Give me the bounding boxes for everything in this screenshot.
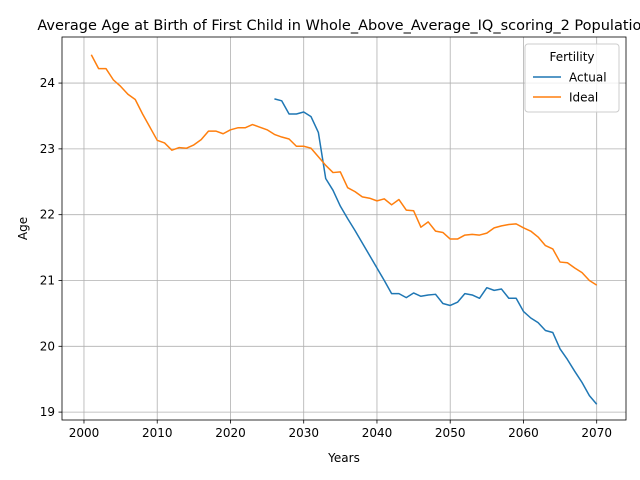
legend-title: Fertility — [549, 50, 594, 64]
y-tick-label: 24 — [40, 76, 55, 90]
series-line-ideal — [90, 54, 598, 286]
legend-label-ideal: Ideal — [569, 91, 598, 105]
x-tick-label: 2000 — [69, 426, 100, 440]
x-tick-label: 2020 — [215, 426, 246, 440]
x-tick-label: 2060 — [508, 426, 539, 440]
ticks: 2000 2010 2020 2030 2040 2050 2060 2070 19 20 21 22… — [40, 76, 612, 440]
plot-frame — [61, 36, 627, 421]
x-tick-label: 2030 — [288, 426, 319, 440]
x-axis-label: Years — [327, 451, 360, 465]
y-tick-label: 20 — [40, 339, 55, 353]
legend-label-actual: Actual — [569, 71, 607, 85]
x-tick-label: 2050 — [435, 426, 466, 440]
chart-title: Average Age at Birth of First Child in W… — [37, 18, 640, 34]
y-tick-label: 19 — [40, 405, 55, 419]
y-tick-label: 23 — [40, 142, 55, 156]
legend: Fertility Actual Ideal — [524, 43, 620, 113]
series-line-actual — [274, 98, 598, 405]
y-tick-label: 21 — [40, 273, 55, 287]
y-tick-label: 22 — [40, 208, 55, 222]
x-tick-label: 2070 — [581, 426, 612, 440]
legend-box — [524, 43, 620, 113]
series-lines — [90, 54, 598, 405]
legend-items: Actual Ideal — [533, 71, 607, 105]
y-axis-label: Age — [16, 217, 30, 240]
x-tick-label: 2010 — [142, 426, 173, 440]
x-tick-label: 2040 — [362, 426, 393, 440]
